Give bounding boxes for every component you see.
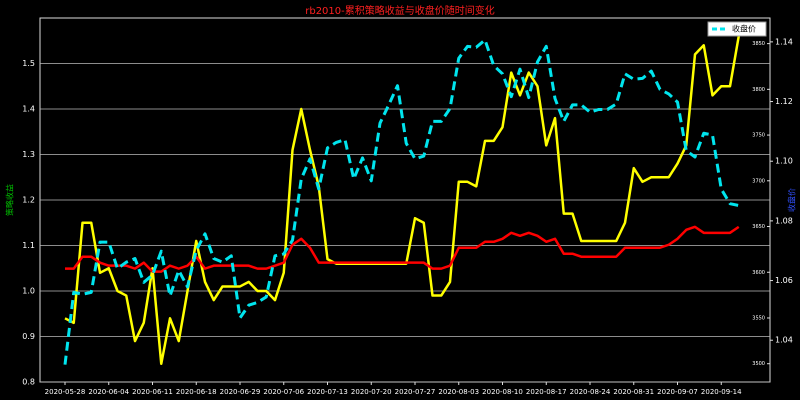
y2-tick-label: 1.04 (775, 336, 793, 345)
y-tick-label: 1.1 (22, 241, 35, 250)
y-tick-label: 1.0 (22, 287, 35, 296)
x-tick-label: 2020-08-10 (482, 388, 523, 396)
series-line (65, 225, 740, 273)
x-tick-label: 2020-08-03 (438, 388, 479, 396)
x-tick-label: 2020-07-20 (351, 388, 392, 396)
y2-tick-label: 1.14 (775, 37, 793, 46)
x-tick-label: 2020-05-28 (45, 388, 86, 396)
x-tick-label: 2020-06-29 (220, 388, 261, 396)
y-tick-label: 0.9 (22, 332, 35, 341)
y2-tick-label: 1.10 (775, 157, 793, 166)
x-tick-label: 2020-07-27 (395, 388, 436, 396)
chart-title: rb2010-累积策略收益与收盘价随时间变化 (305, 4, 495, 17)
legend: 收盘价 (707, 21, 767, 37)
y-tick-label: 1.4 (22, 105, 35, 114)
y3-tick-label: 3600 (752, 270, 765, 276)
y-tick-label: 0.8 (22, 378, 35, 387)
legend-label: 收盘价 (732, 24, 756, 34)
y3-tick-label: 3800 (752, 87, 765, 93)
y2-tick-label: 1.12 (775, 97, 793, 106)
legend-box (707, 21, 767, 37)
y-tick-label: 1.2 (22, 196, 35, 205)
x-tick-label: 2020-08-31 (613, 388, 654, 396)
x-tick-label: 2020-06-04 (88, 388, 129, 396)
y-axis-label: 策略收益 (5, 184, 15, 216)
y3-tick-label: 3700 (752, 178, 765, 184)
x-tick-label: 2020-06-18 (176, 388, 217, 396)
y3-tick-label: 3650 (752, 224, 765, 230)
y3-tick-label: 3750 (752, 133, 765, 139)
y3-tick-label: 3550 (752, 315, 765, 321)
x-tick-label: 2020-09-14 (701, 388, 742, 396)
x-tick-label: 2020-07-06 (263, 388, 304, 396)
y3-tick-label: 3850 (752, 41, 765, 47)
x-tick-label: 2020-09-07 (657, 388, 698, 396)
y2-tick-label: 1.08 (775, 216, 793, 225)
y2-tick-label: 1.06 (775, 276, 793, 285)
y3-axis-label: 收盘价 (787, 188, 797, 212)
x-tick-label: 2020-08-17 (526, 388, 567, 396)
x-tick-label: 2020-08-24 (570, 388, 611, 396)
x-tick-label: 2020-06-11 (132, 388, 173, 396)
y3-tick-label: 3500 (752, 361, 765, 367)
y-tick-label: 1.3 (22, 150, 35, 159)
series-line (63, 38, 740, 365)
y-tick-label: 1.5 (22, 59, 35, 68)
x-tick-label: 2020-07-13 (307, 388, 348, 396)
